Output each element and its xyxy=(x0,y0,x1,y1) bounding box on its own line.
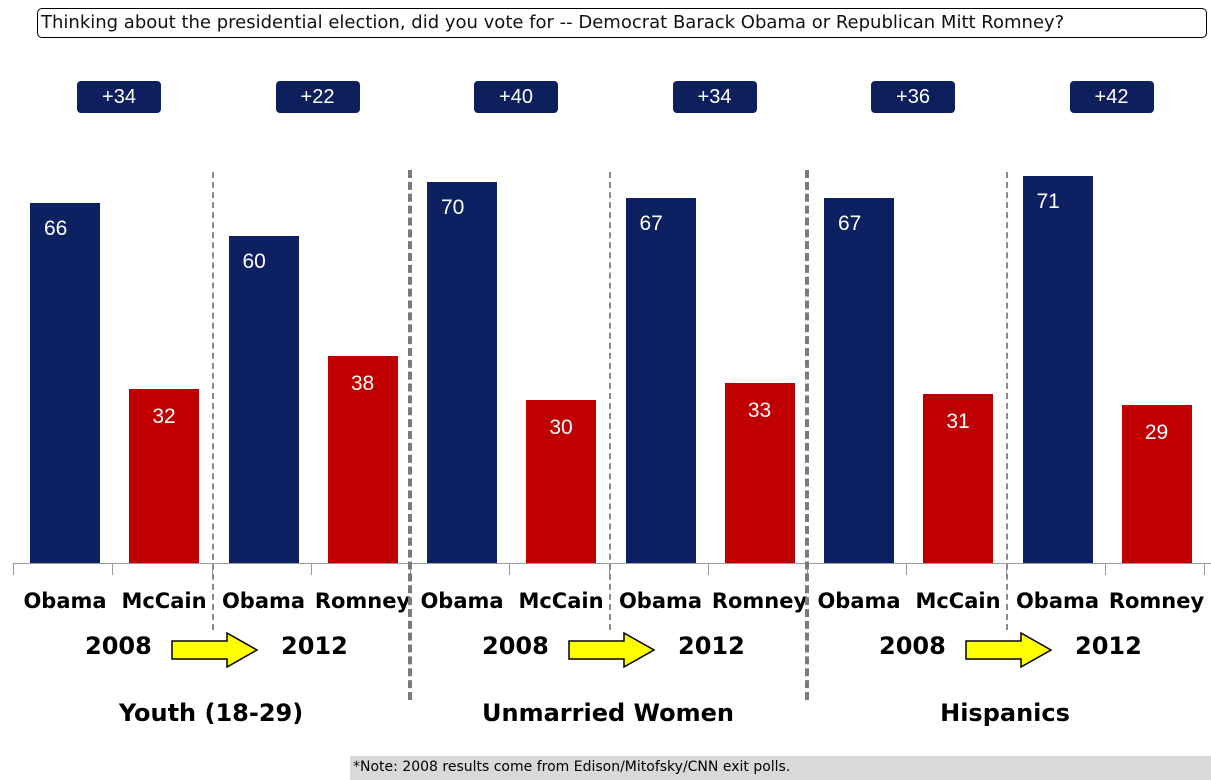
x-axis-tick xyxy=(112,563,114,575)
election-separator xyxy=(608,172,611,630)
candidate-label: McCain xyxy=(915,589,1001,613)
margin-badge: +34 xyxy=(77,81,161,113)
x-axis-tick xyxy=(1204,563,1205,575)
year-label: 2012 xyxy=(1075,632,1142,660)
bar-value-label: 33 xyxy=(747,399,772,423)
bar-value-label: 38 xyxy=(350,371,375,395)
obama-bar: 71 xyxy=(1022,176,1093,563)
question-title: Thinking about the presidential election… xyxy=(37,8,1207,38)
bar-value-label: 30 xyxy=(549,415,573,439)
x-axis-tick xyxy=(707,563,709,575)
group-label: Hispanics xyxy=(940,699,1070,727)
candidate-label: Romney xyxy=(711,589,808,613)
opponent-bar: 33 xyxy=(724,383,795,563)
candidate-label: McCain xyxy=(121,589,207,613)
opponent-bar: 31 xyxy=(923,394,993,563)
x-axis-tick xyxy=(1104,563,1106,575)
year-label: 2008 xyxy=(879,632,946,660)
year-label: 2012 xyxy=(678,632,745,660)
bar-value-label: 60 xyxy=(242,250,266,273)
bar-value-label: 32 xyxy=(152,404,176,428)
x-axis-tick xyxy=(509,563,511,575)
group-separator xyxy=(805,170,809,700)
group-label: Unmarried Women xyxy=(482,699,734,727)
margin-badge: +22 xyxy=(275,81,360,113)
group-separator xyxy=(408,170,412,700)
election-separator xyxy=(211,172,214,630)
obama-bar: 67 xyxy=(625,197,696,563)
margin-badge: +42 xyxy=(1069,81,1154,113)
margin-badge: +40 xyxy=(474,81,558,113)
candidate-label: McCain xyxy=(518,589,604,613)
source-note: *Note: 2008 results come from Edison/Mit… xyxy=(350,756,1211,780)
candidate-label: Obama xyxy=(817,589,901,613)
obama-bar: 67 xyxy=(824,197,894,563)
year-label: 2012 xyxy=(281,632,348,660)
bar-value-label: 67 xyxy=(838,211,862,235)
election-separator xyxy=(1005,172,1008,630)
group-label: Youth (18-29) xyxy=(118,699,304,727)
opponent-bar: 32 xyxy=(129,388,199,563)
candidate-label: Romney xyxy=(1108,589,1205,613)
bar-value-label: 67 xyxy=(639,211,663,235)
bar-value-label: 31 xyxy=(946,410,970,434)
candidate-label: Obama xyxy=(618,589,703,613)
x-axis-tick xyxy=(13,563,14,575)
bar-value-label: 71 xyxy=(1036,190,1060,214)
right-arrow-icon xyxy=(171,632,259,668)
bar-value-label: 70 xyxy=(441,195,465,219)
opponent-bar: 30 xyxy=(526,399,596,563)
obama-bar: 60 xyxy=(228,236,299,563)
right-arrow-icon xyxy=(965,632,1053,668)
x-axis-baseline xyxy=(13,563,1211,564)
x-axis-tick xyxy=(906,563,908,575)
candidate-label: Romney xyxy=(314,589,411,613)
margin-badge: +34 xyxy=(672,81,757,113)
obama-bar: 70 xyxy=(427,181,497,563)
candidate-label: Obama xyxy=(1015,589,1100,613)
candidate-label: Obama xyxy=(221,589,306,613)
margin-badge: +36 xyxy=(871,81,955,113)
opponent-bar: 38 xyxy=(327,355,398,563)
right-arrow-icon xyxy=(568,632,656,668)
opponent-bar: 29 xyxy=(1121,404,1192,563)
bar-value-label: 66 xyxy=(44,217,68,241)
year-label: 2008 xyxy=(482,632,549,660)
candidate-label: Obama xyxy=(23,589,107,613)
x-axis-tick xyxy=(310,563,312,575)
candidate-label: Obama xyxy=(420,589,504,613)
obama-bar: 66 xyxy=(30,203,100,563)
year-label: 2008 xyxy=(85,632,152,660)
bar-value-label: 29 xyxy=(1144,420,1169,444)
